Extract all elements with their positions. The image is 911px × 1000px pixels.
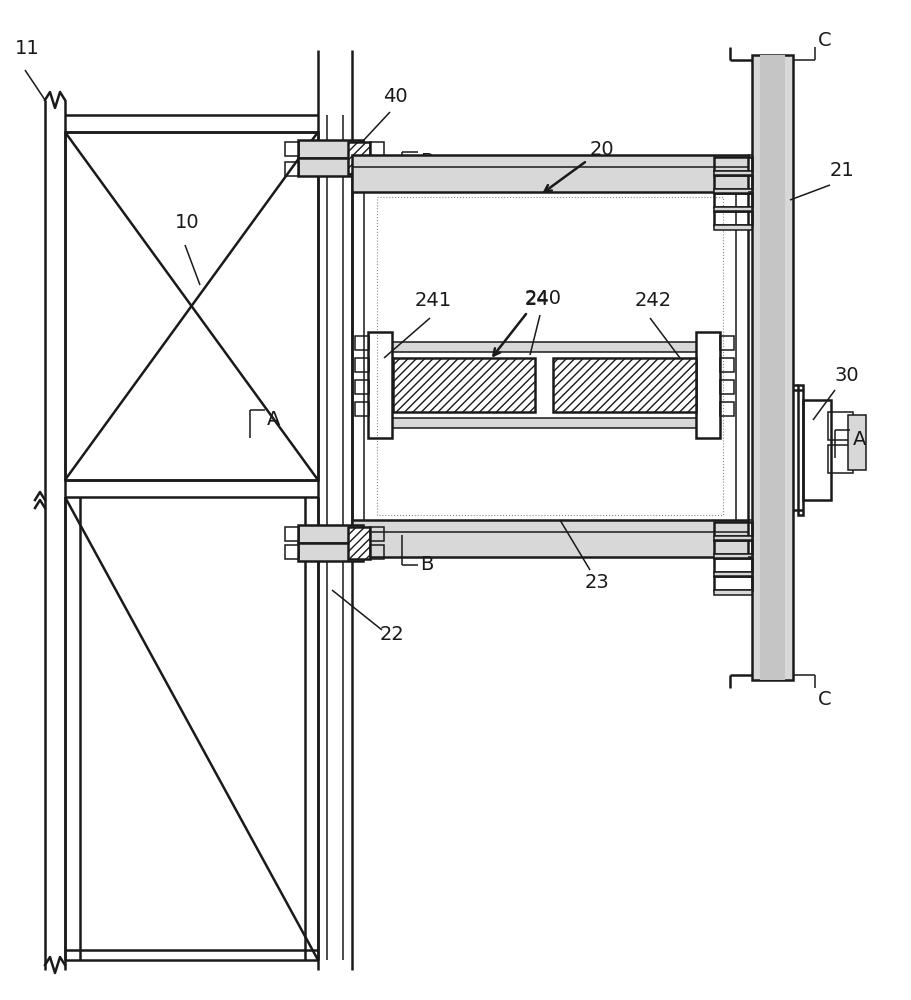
Bar [752, 55, 793, 680]
Text: 10: 10 [175, 213, 200, 232]
Bar [713, 211, 752, 225]
Bar [368, 332, 392, 438]
Bar [827, 412, 852, 440]
Bar [284, 142, 299, 156]
Bar [827, 445, 852, 473]
Bar [393, 418, 695, 428]
Text: B: B [420, 555, 433, 574]
Text: C: C [817, 690, 831, 709]
Text: A: A [267, 410, 280, 429]
Bar [695, 332, 719, 438]
Bar [847, 415, 865, 470]
Bar [354, 402, 369, 416]
Bar [348, 527, 370, 559]
Bar [354, 336, 369, 350]
Bar [713, 193, 752, 207]
Bar [802, 400, 830, 500]
Text: 242: 242 [634, 291, 671, 310]
Bar [713, 157, 752, 171]
Text: 23: 23 [584, 573, 609, 592]
Bar [393, 358, 535, 412]
Bar [719, 336, 733, 350]
Bar [713, 189, 752, 194]
Bar [713, 171, 752, 176]
Bar [370, 527, 384, 541]
Bar [284, 162, 299, 176]
Bar [713, 207, 752, 212]
Bar [713, 572, 752, 577]
Text: C: C [817, 31, 831, 50]
Bar [370, 545, 384, 559]
Bar [713, 558, 752, 572]
Bar [298, 525, 363, 543]
Bar [719, 402, 733, 416]
Text: 20: 20 [544, 140, 614, 192]
Bar [352, 155, 747, 192]
Text: 24: 24 [493, 290, 549, 356]
Bar [354, 358, 369, 372]
Bar [713, 175, 752, 189]
Bar [713, 554, 752, 559]
Bar [298, 543, 363, 561]
Bar [370, 142, 384, 156]
Bar [298, 158, 363, 176]
Text: 240: 240 [525, 289, 561, 308]
Text: A: A [852, 430, 865, 449]
Bar [797, 385, 802, 515]
Text: 21: 21 [829, 161, 854, 180]
Text: 30: 30 [834, 366, 859, 385]
Bar [354, 380, 369, 394]
Bar [65, 132, 318, 480]
Text: 241: 241 [415, 291, 452, 310]
Bar [713, 225, 752, 230]
Bar [719, 380, 733, 394]
Bar [284, 545, 299, 559]
Bar [376, 197, 722, 515]
Bar [713, 590, 752, 595]
Text: 22: 22 [380, 625, 404, 644]
Bar [370, 162, 384, 176]
Text: 40: 40 [383, 87, 407, 106]
Text: 11: 11 [15, 39, 40, 58]
Bar [352, 520, 747, 557]
Bar [759, 55, 784, 680]
Bar [298, 140, 363, 158]
Bar [348, 142, 370, 174]
Bar [719, 358, 733, 372]
Bar [552, 358, 695, 412]
Bar [713, 576, 752, 590]
Bar [713, 536, 752, 541]
Bar [284, 527, 299, 541]
Bar [713, 522, 752, 536]
Text: B: B [420, 152, 433, 171]
Bar [393, 342, 695, 352]
Bar [713, 540, 752, 554]
